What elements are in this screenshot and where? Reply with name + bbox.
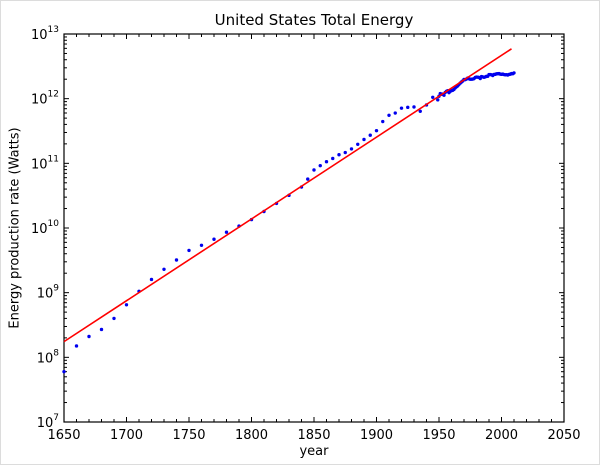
us-energy-production-data-point	[331, 156, 335, 161]
y-tick-label: 1012	[31, 90, 59, 108]
x-tick-label: 1900	[360, 428, 393, 443]
x-axis-label: year	[299, 444, 329, 459]
us-energy-production-data-point	[374, 128, 379, 133]
us-energy-production-data-point	[362, 137, 366, 142]
axes-frame	[63, 33, 565, 423]
us-energy-production-data-point	[399, 106, 404, 110]
x-tick-label: 1800	[235, 428, 268, 443]
us-energy-production-data-point	[112, 316, 116, 321]
us-energy-production-data-point	[318, 163, 322, 168]
us-energy-production-data-point	[418, 109, 422, 113]
us-energy-production-data-point	[87, 334, 91, 339]
y-tick-label: 108	[37, 348, 60, 366]
us-energy-production-data-point	[312, 168, 316, 172]
us-energy-production-data-point	[387, 113, 391, 118]
us-energy-production-data-point	[74, 344, 79, 348]
us-energy-production-data-point	[187, 248, 191, 253]
x-tick-label: 1650	[47, 428, 80, 443]
us-energy-production-data-point	[174, 258, 179, 262]
us-energy-production-data-point	[224, 230, 229, 234]
us-energy-production-data-point	[199, 243, 204, 248]
us-energy-production-data-point	[343, 150, 347, 155]
x-tick-label: 2050	[547, 428, 580, 443]
us-energy-production-data-point	[212, 237, 216, 241]
us-energy-production-data-point	[324, 159, 329, 164]
us-energy-production-data-point	[381, 119, 385, 124]
us-energy-production-data-point	[436, 98, 440, 102]
us-energy-production-data-point	[62, 369, 66, 374]
us-energy-production-data-point	[393, 111, 397, 115]
y-tick-label: 1011	[31, 154, 59, 172]
us-energy-production-data-point	[337, 152, 341, 157]
us-energy-production-data-point	[306, 177, 310, 181]
y-tick-label: 1013	[31, 25, 59, 43]
x-tick-label: 1950	[422, 428, 455, 443]
us-energy-production-data-point	[124, 303, 129, 307]
x-tick-label: 1850	[297, 428, 330, 443]
us-energy-production-data-point	[349, 147, 354, 151]
us-energy-production-data-point	[406, 105, 410, 110]
us-energy-production-data-point	[412, 105, 416, 109]
us-energy-production-data-point	[512, 71, 516, 75]
y-tick-label: 109	[37, 284, 60, 302]
us-energy-production-data-point	[368, 133, 372, 137]
us-energy-production-data-point	[356, 142, 360, 146]
exponential-fit-line	[63, 48, 512, 343]
chart-title: United States Total Energy	[214, 11, 414, 29]
us-energy-production-data-point	[431, 95, 435, 99]
us-energy-production-data-point	[99, 327, 104, 332]
us-energy-production-data-point	[149, 277, 154, 282]
y-tick-label: 1010	[31, 219, 59, 237]
us-energy-production-data-point	[162, 267, 166, 271]
x-tick-label: 2000	[485, 428, 518, 443]
x-tick-label: 1750	[172, 428, 205, 443]
x-tick-label: 1700	[110, 428, 143, 443]
